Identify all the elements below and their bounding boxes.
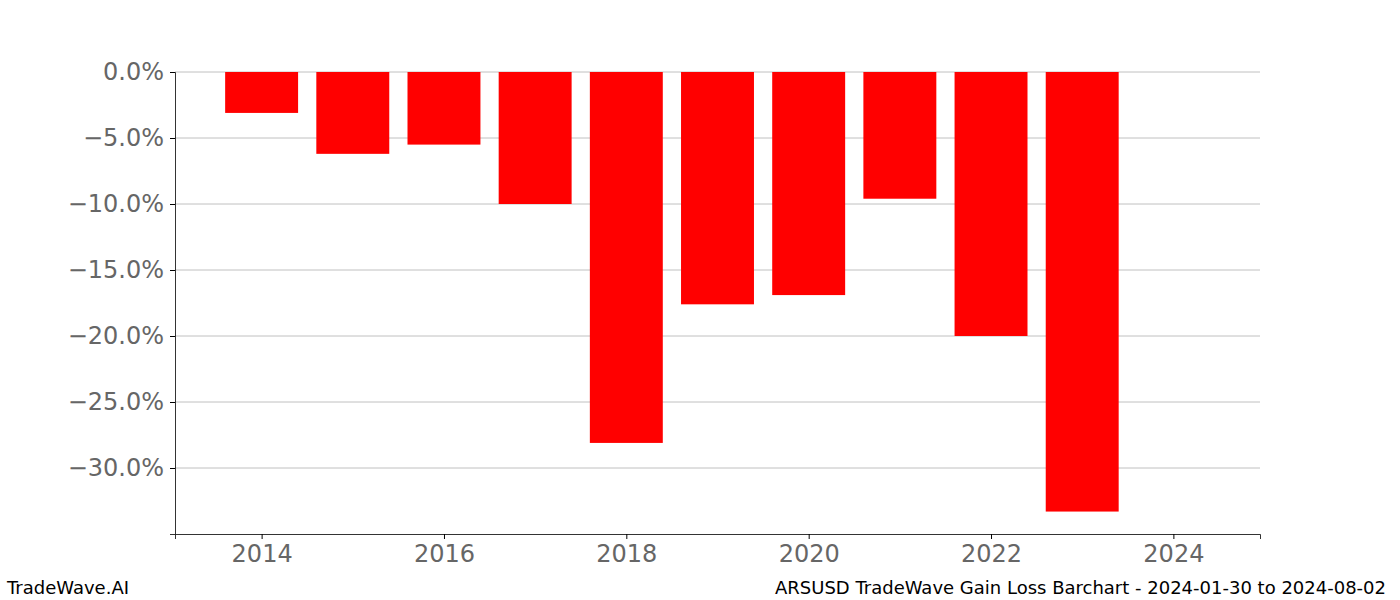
x-tick-label: 2022 (961, 540, 1022, 568)
x-axis: 2014 2016 2018 2020 2022 2024 (176, 534, 1261, 568)
y-tick-mark (170, 468, 175, 469)
y-tick-mark (170, 204, 175, 205)
y-tick-label: −25.0% (68, 388, 164, 416)
y-tick: −25.0% (68, 388, 175, 416)
x-axis-line (176, 535, 1261, 540)
bar (225, 72, 298, 113)
x-tick: 2022 (961, 534, 1022, 568)
x-tick-label: 2020 (779, 540, 840, 568)
x-tick-label: 2018 (596, 540, 657, 568)
x-tick: 2024 (1143, 534, 1204, 568)
y-tick: 0.0% (103, 58, 175, 86)
y-tick: −10.0% (68, 190, 175, 218)
x-tick-mark (991, 534, 992, 539)
y-tick-mark (170, 138, 175, 139)
x-tick-mark (444, 534, 445, 539)
x-tick: 2020 (779, 534, 840, 568)
bar (681, 72, 754, 304)
y-tick-mark (170, 72, 175, 73)
bar (590, 72, 663, 443)
x-tick-mark (262, 534, 263, 539)
y-tick: −5.0% (83, 124, 175, 152)
bars (225, 72, 1119, 512)
y-tick-mark (170, 402, 175, 403)
x-tick-label: 2016 (414, 540, 475, 568)
y-axis: 0.0% −5.0% −10.0% −15.0% −20.0% −25.0% −30.0% (68, 58, 176, 534)
bar (863, 72, 936, 199)
y-tick: −30.0% (68, 454, 175, 482)
y-tick-mark (170, 336, 175, 337)
y-tick-label: 0.0% (103, 58, 164, 86)
bar (1046, 72, 1119, 512)
annotation: TradeWave.AI (6, 577, 129, 598)
y-tick: −20.0% (68, 322, 175, 350)
bar (408, 72, 481, 145)
x-tick-label: 2024 (1143, 540, 1204, 568)
y-tick-label: −10.0% (68, 190, 164, 218)
y-tick-mark (170, 270, 175, 271)
x-tick: 2014 (232, 534, 293, 568)
x-tick-mark (809, 534, 810, 539)
bar (772, 72, 845, 295)
x-tick: 2016 (414, 534, 475, 568)
x-tick: 2018 (596, 534, 657, 568)
title: ARSUSD TradeWave Gain Loss Barchart - 20… (775, 577, 1386, 598)
y-tick: −15.0% (68, 256, 175, 284)
chart: 0.0% −5.0% −10.0% −15.0% −20.0% −25.0% −30.0% 2… (0, 0, 1400, 600)
x-tick-mark (626, 534, 627, 539)
x-tick-label: 2014 (232, 540, 293, 568)
y-tick-label: −5.0% (83, 124, 164, 152)
bar (316, 72, 389, 154)
bar (499, 72, 572, 204)
y-tick-label: −30.0% (68, 454, 164, 482)
y-tick-label: −20.0% (68, 322, 164, 350)
bar (955, 72, 1028, 336)
y-axis-line (170, 73, 176, 535)
x-tick-mark (1173, 534, 1174, 539)
y-tick-label: −15.0% (68, 256, 164, 284)
